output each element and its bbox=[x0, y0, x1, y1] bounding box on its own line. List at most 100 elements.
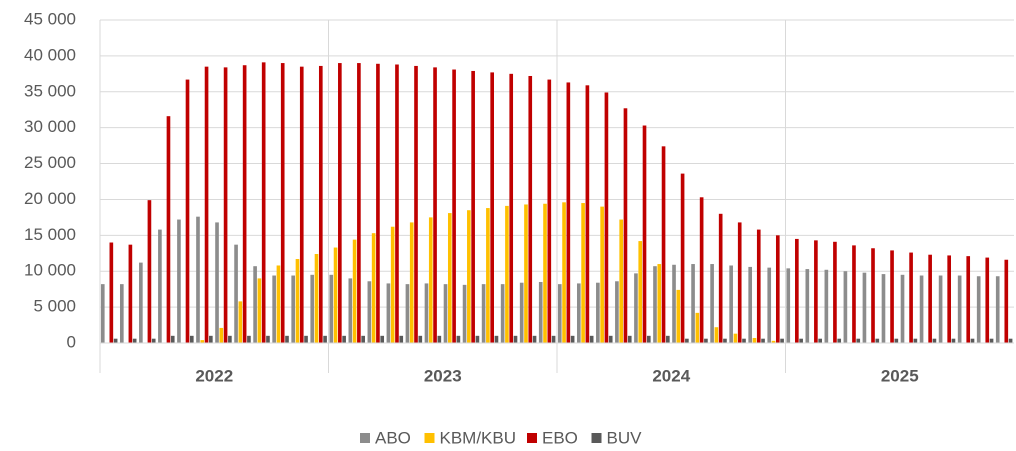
bar bbox=[380, 335, 385, 343]
bar bbox=[357, 63, 361, 344]
bar bbox=[957, 275, 962, 343]
y-tick-label: 20 000 bbox=[24, 189, 76, 208]
bar bbox=[139, 262, 143, 343]
bar bbox=[329, 274, 334, 343]
x-group-label: 2025 bbox=[881, 366, 919, 385]
bar bbox=[619, 219, 624, 343]
bar bbox=[581, 203, 585, 343]
y-tick-label: 35 000 bbox=[24, 81, 76, 100]
legend-label: EBO bbox=[542, 428, 578, 447]
bar bbox=[704, 338, 708, 343]
bar bbox=[695, 312, 700, 343]
bar bbox=[348, 278, 353, 343]
bar bbox=[128, 244, 133, 343]
y-tick-label: 40 000 bbox=[24, 45, 76, 64]
bar bbox=[291, 275, 296, 343]
bar bbox=[490, 72, 494, 344]
bar bbox=[890, 250, 894, 343]
legend-label: BUV bbox=[607, 428, 643, 447]
y-tick-label: 25 000 bbox=[24, 153, 76, 172]
bar bbox=[538, 281, 543, 343]
bar bbox=[543, 203, 547, 343]
bar bbox=[352, 239, 357, 343]
bar bbox=[805, 269, 810, 343]
y-tick-label: 0 bbox=[67, 332, 76, 351]
bar bbox=[642, 125, 647, 343]
bar bbox=[928, 254, 932, 343]
bar bbox=[600, 206, 604, 343]
bar bbox=[646, 335, 651, 343]
bar bbox=[219, 327, 224, 343]
bar bbox=[638, 241, 643, 343]
bar bbox=[576, 283, 581, 343]
bar bbox=[452, 69, 456, 343]
bar bbox=[676, 289, 681, 343]
bar bbox=[767, 267, 772, 343]
bar bbox=[447, 213, 452, 343]
bar bbox=[409, 222, 414, 343]
bar bbox=[158, 229, 162, 343]
bar bbox=[524, 204, 528, 343]
bar bbox=[551, 335, 556, 343]
bar bbox=[189, 335, 194, 343]
bar bbox=[304, 335, 308, 343]
bar bbox=[742, 338, 746, 343]
legend-swatch bbox=[591, 433, 602, 443]
bar bbox=[386, 283, 391, 343]
bar bbox=[589, 335, 594, 343]
bar bbox=[395, 64, 399, 343]
bar bbox=[672, 264, 676, 343]
bar bbox=[424, 283, 429, 343]
bar bbox=[976, 276, 981, 343]
bar bbox=[913, 338, 918, 343]
bar bbox=[166, 116, 171, 343]
bar bbox=[500, 284, 505, 343]
bar bbox=[209, 335, 213, 343]
legend-swatch bbox=[527, 433, 537, 443]
y-tick-label: 30 000 bbox=[24, 117, 76, 136]
bar bbox=[989, 338, 994, 343]
bar bbox=[280, 63, 285, 344]
bar bbox=[475, 335, 480, 343]
legend-label: KBM/KBU bbox=[440, 428, 517, 447]
bar bbox=[414, 65, 418, 343]
bar bbox=[733, 333, 738, 343]
bar bbox=[951, 338, 956, 343]
bar bbox=[314, 253, 319, 343]
bar bbox=[200, 340, 205, 343]
bar bbox=[661, 146, 666, 343]
bar bbox=[596, 282, 600, 343]
bar bbox=[947, 255, 951, 343]
bar bbox=[615, 281, 619, 343]
bar bbox=[456, 335, 461, 343]
bar bbox=[547, 79, 552, 343]
bar bbox=[608, 335, 613, 343]
bar bbox=[462, 284, 467, 343]
bar bbox=[494, 335, 499, 343]
bar bbox=[433, 67, 437, 343]
bar bbox=[852, 245, 856, 343]
bar bbox=[333, 247, 338, 343]
bar bbox=[513, 335, 518, 343]
bar bbox=[272, 275, 276, 343]
bar bbox=[966, 256, 971, 343]
bar bbox=[310, 274, 315, 343]
bar bbox=[562, 202, 566, 343]
bar bbox=[367, 281, 372, 343]
bar bbox=[253, 266, 257, 343]
y-tick-label: 5 000 bbox=[33, 297, 76, 316]
legend-label: ABO bbox=[375, 428, 411, 447]
bar bbox=[919, 275, 924, 343]
bar bbox=[276, 265, 281, 343]
bar bbox=[151, 338, 156, 343]
bar bbox=[428, 217, 433, 343]
bar bbox=[204, 66, 209, 344]
bar bbox=[505, 205, 509, 343]
bar bbox=[604, 92, 609, 344]
bar bbox=[685, 338, 689, 343]
bar bbox=[519, 282, 524, 343]
bar bbox=[113, 338, 118, 343]
bar bbox=[995, 276, 1000, 343]
bar bbox=[756, 229, 761, 343]
